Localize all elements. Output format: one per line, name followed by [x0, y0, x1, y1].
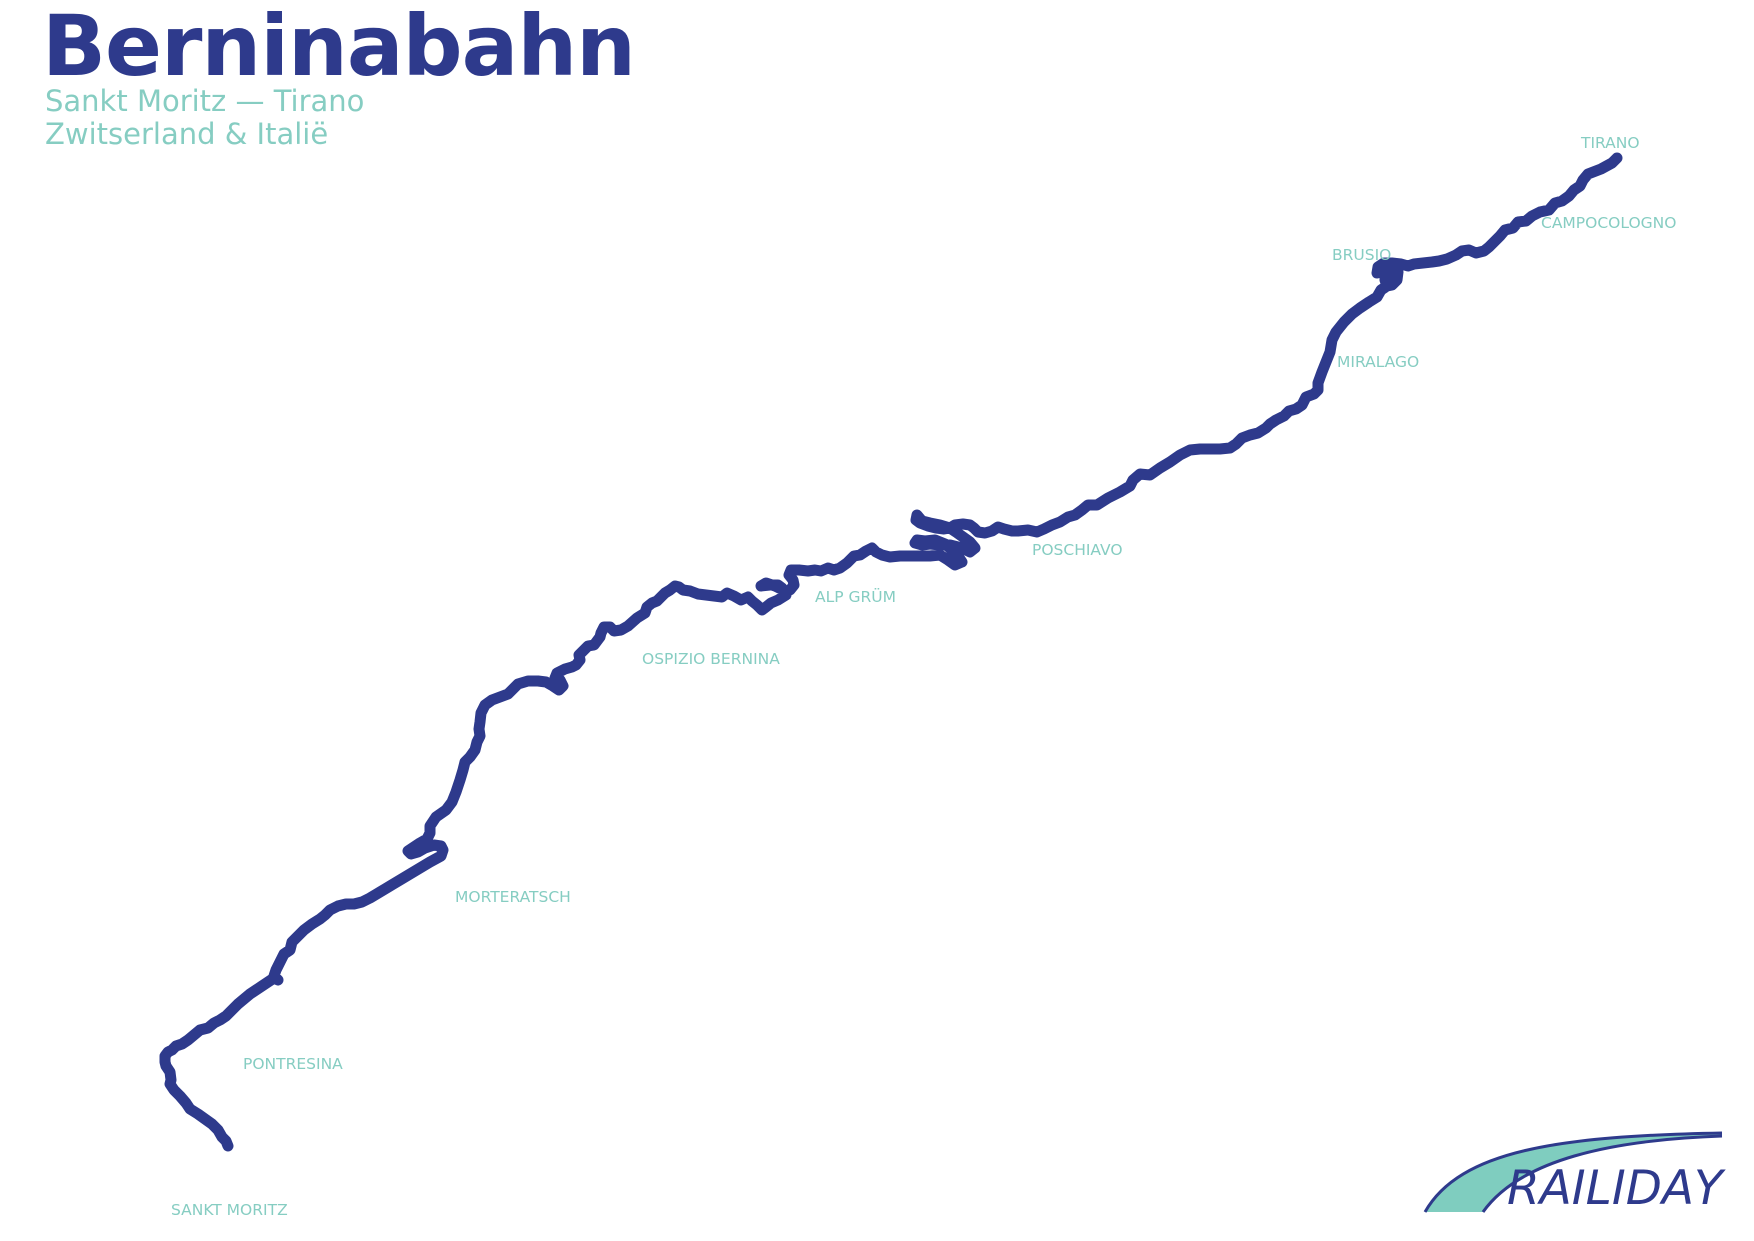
map-title: Berninabahn	[42, 0, 636, 95]
station-label-sankt-moritz: SANKT MORITZ	[171, 1201, 288, 1219]
route-line	[159, 152, 1623, 1152]
station-label-poschiavo: POSCHIAVO	[1032, 541, 1123, 559]
station-label-alp-grum: ALP GRÜM	[815, 587, 896, 606]
railiday-logo: RAILIDAY	[1423, 1131, 1726, 1216]
station-label-morteratsch: MORTERATSCH	[455, 888, 571, 906]
station-label-tirano: TIRANO	[1580, 134, 1640, 152]
route-subtitle: Sankt Moritz — Tirano	[45, 84, 365, 118]
logo-arc-icon	[1423, 1131, 1723, 1213]
logo-text: RAILIDAY	[1507, 1161, 1726, 1216]
station-label-campocologno: CAMPOCOLOGNO	[1541, 214, 1676, 232]
station-label-miralago: MIRALAGO	[1337, 353, 1419, 371]
station-label-pontresina: PONTRESINA	[243, 1055, 343, 1073]
station-label-ospizio-bernina: OSPIZIO BERNINA	[642, 650, 780, 668]
station-label-brusio: BRUSIO	[1332, 246, 1391, 264]
logo-inner-arc-icon	[1481, 1134, 1723, 1213]
countries-subtitle: Zwitserland & Italië	[45, 117, 329, 151]
